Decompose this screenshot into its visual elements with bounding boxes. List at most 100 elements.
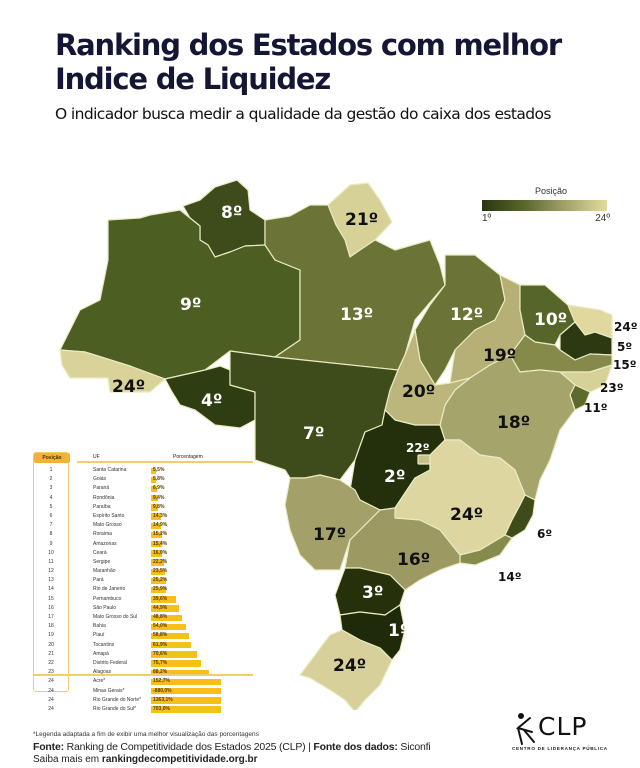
table-row: 24 Acre* 152,7% [33, 677, 253, 686]
row-bar [151, 678, 221, 686]
row-percentage: 6,9% [153, 485, 165, 492]
state-ce[interactable] [519, 284, 576, 346]
row-state: Minas Gerais* [93, 687, 125, 694]
state-ac[interactable] [59, 349, 166, 393]
row-percentage: 70,6% [153, 650, 168, 657]
row-percentage: -880,0% [153, 687, 172, 694]
row-position: 16 [48, 604, 54, 611]
row-position: 18 [48, 623, 54, 630]
label-mg: 24º [450, 505, 483, 525]
table-row: 17 Mato Grosso do Sul 48,8% [33, 613, 253, 622]
row-position: 24 [48, 678, 54, 685]
row-position: 23 [48, 669, 54, 676]
row-position: 15 [48, 595, 54, 602]
header-divider [77, 461, 253, 463]
row-percentage: 15,4% [153, 540, 168, 547]
state-df[interactable] [417, 454, 431, 465]
row-position: 9 [49, 540, 53, 547]
position-column-frame: Posição [33, 452, 70, 692]
label-pb: 5º [617, 340, 632, 354]
legend-min-label: 1º [482, 213, 492, 224]
row-percentage: 14,3% [153, 512, 168, 519]
row-state: Rio Grande do Sul* [93, 705, 137, 712]
data-source-text: Siconfi [397, 741, 431, 753]
row-position: 24 [48, 687, 54, 694]
more-link[interactable]: rankingdecompetitividade.org.br [101, 754, 258, 765]
label-sc: 1º [388, 621, 409, 641]
row-position: 13 [48, 577, 54, 584]
table-row: 24 Rio Grande do Sul* 703,0% [33, 705, 253, 714]
row-percentage: 44,9% [153, 604, 168, 611]
row-percentage: 15,2% [153, 531, 168, 538]
row-state: São Paulo [93, 604, 117, 611]
row-bar [151, 476, 156, 484]
table-row: 20 Tocantins 61,9% [33, 641, 253, 650]
label-ms: 17º [313, 525, 346, 545]
row-state: Amapá [93, 650, 109, 657]
table-row: 4 Rondônia 9,4% [33, 494, 253, 503]
table-row: 12 Maranhão 23,5% [33, 567, 253, 576]
table-row: 16 São Paulo 44,9% [33, 604, 253, 613]
row-bar [151, 614, 182, 621]
row-percentage: 16,0% [153, 549, 168, 556]
row-position: 21 [48, 650, 54, 657]
table-row: 24 Minas Gerais* -880,0% [33, 687, 253, 696]
row-state: Piauí [93, 632, 105, 639]
row-state: Ceará [93, 549, 107, 556]
row-position: 7 [49, 522, 53, 529]
row-bar [151, 568, 165, 575]
label-ac: 24º [112, 377, 145, 397]
row-position: 8 [49, 531, 53, 538]
state-rj[interactable] [459, 534, 513, 566]
row-position: 19 [48, 632, 54, 639]
tie-divider [33, 674, 253, 676]
table-row: 11 Sergipe 22,2% [33, 558, 253, 567]
row-bar [151, 513, 161, 520]
row-bar [151, 541, 162, 548]
label-se: 11º [584, 401, 608, 415]
row-bar [151, 697, 221, 704]
row-percentage: 5,8% [153, 476, 165, 483]
row-position: 20 [48, 641, 54, 648]
row-state: Bahia [93, 623, 106, 630]
row-percentage: 58,8% [153, 632, 168, 639]
table-row: 2 Goiás 5,8% [33, 475, 253, 484]
label-ro: 4º [201, 391, 222, 411]
label-to: 20º [402, 382, 435, 402]
source-line: Fonte: Ranking de Competitividade dos Es… [33, 741, 431, 753]
label-ce: 10º [534, 310, 567, 330]
row-percentage: 25,2% [153, 577, 168, 584]
row-position: 5 [49, 503, 53, 510]
row-bar [151, 522, 161, 530]
table-row: 9 Amazonas 15,4% [33, 540, 253, 549]
label-es: 6º [537, 527, 552, 541]
table-row: 5 Paraíba 9,8% [33, 503, 253, 512]
row-percentage: 14,9% [153, 522, 168, 529]
row-bar [151, 669, 209, 677]
logo-text: CLP [538, 712, 588, 741]
table-row: 13 Pará 25,2% [33, 576, 253, 585]
label-go: 2º [384, 467, 405, 487]
row-bar [151, 632, 189, 640]
row-state: Mato Grosso do Sul [93, 614, 138, 620]
row-bar [151, 559, 164, 566]
table-row: 8 Roraima 15,2% [33, 530, 253, 539]
row-state: Rio Grande do Norte* [93, 696, 142, 703]
label-rs: 24º [333, 656, 366, 676]
table-row: 1 Santa Catarina 5,5% [33, 466, 253, 475]
row-percentage: 48,8% [153, 614, 168, 620]
row-position: 17 [48, 614, 54, 620]
legend-gradient-bar [482, 200, 607, 211]
row-bar [151, 605, 179, 612]
table-row: 18 Bahia 54,0% [33, 622, 253, 631]
more-prefix: Saiba mais em [33, 754, 102, 765]
label-mt: 7º [303, 424, 324, 444]
row-position: 4 [49, 494, 53, 501]
row-bar [151, 651, 197, 658]
label-ap: 21º [345, 210, 378, 230]
footnote: *Legenda adaptada a fim de exibir uma me… [33, 731, 259, 738]
state-pa[interactable] [264, 204, 446, 371]
state-sp[interactable] [344, 507, 461, 591]
page-title: Ranking dos Estados com melhor Indice de… [55, 28, 562, 96]
state-rs[interactable] [299, 629, 393, 710]
